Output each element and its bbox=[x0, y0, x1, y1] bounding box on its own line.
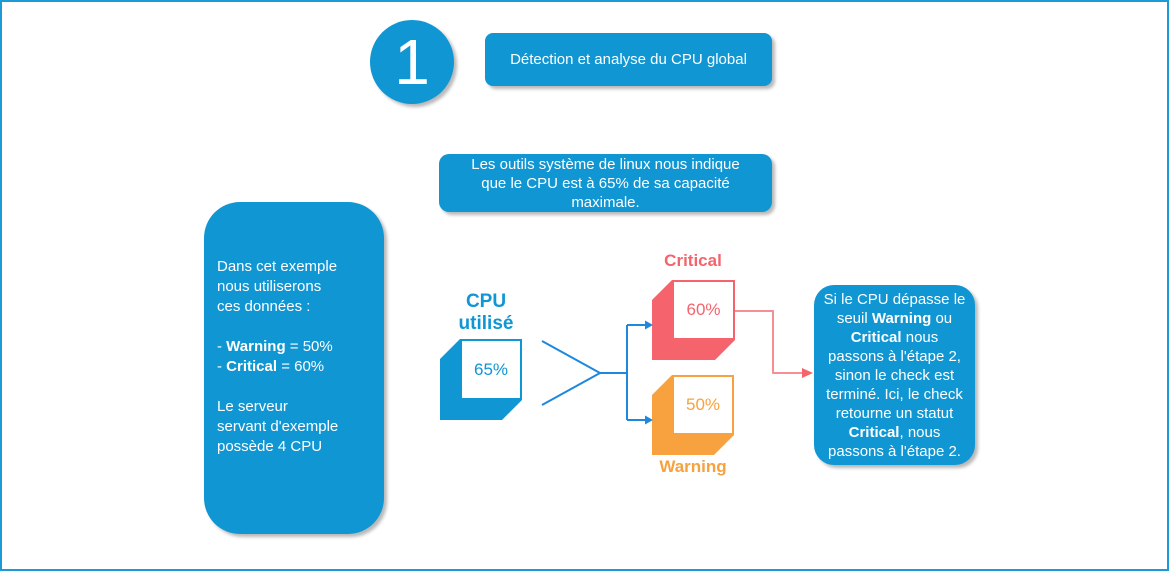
critical-arrowhead-icon bbox=[645, 320, 653, 330]
critical-threshold-label: Critical bbox=[226, 358, 278, 375]
cpu-node-value: 65% bbox=[473, 359, 509, 379]
cpu-measure-note-box: Les outils système de linux nous indique… bbox=[439, 154, 772, 212]
cpu-node-value-box: 65% bbox=[460, 339, 522, 400]
critical-result-connector bbox=[735, 310, 802, 374]
warning-node-value-box: 50% bbox=[672, 375, 734, 435]
critical-node-value-box: 60% bbox=[672, 280, 735, 340]
result-arrowhead-icon bbox=[802, 368, 813, 378]
cpu-measure-note-text: Les outils système de linux nous indique… bbox=[471, 155, 740, 211]
result-explanation-box: Si le CPU dépasse le seuil Warning ou Cr… bbox=[814, 285, 975, 465]
step-number-badge: 1 bbox=[370, 20, 454, 104]
result-explanation-text: Si le CPU dépasse le seuil Warning ou Cr… bbox=[823, 291, 966, 460]
branch-connector bbox=[541, 324, 645, 421]
example-data-box: Dans cet exemple nous utiliserons ces do… bbox=[204, 202, 384, 534]
warning-threshold-label: Warning bbox=[226, 338, 286, 355]
warning-arrowhead-icon bbox=[645, 415, 653, 425]
example-intro-text: Dans cet exemple nous utiliserons ces do… bbox=[217, 258, 338, 315]
warning-node-value: 50% bbox=[685, 395, 721, 414]
critical-node-value: 60% bbox=[686, 300, 721, 319]
step-title: Détection et analyse du CPU global bbox=[510, 51, 747, 68]
step-number: 1 bbox=[394, 26, 430, 98]
thresholds-text: - Warning = 50% - Critical = 60% bbox=[217, 338, 333, 375]
step-title-pill: Détection et analyse du CPU global bbox=[485, 33, 772, 86]
example-outro-text: Le serveur servant d'exemple possède 4 C… bbox=[217, 398, 339, 455]
cpu-node-label: CPU utilisé bbox=[458, 291, 514, 334]
warning-node-label: Warning bbox=[659, 457, 727, 476]
critical-node-label: Critical bbox=[664, 251, 722, 270]
